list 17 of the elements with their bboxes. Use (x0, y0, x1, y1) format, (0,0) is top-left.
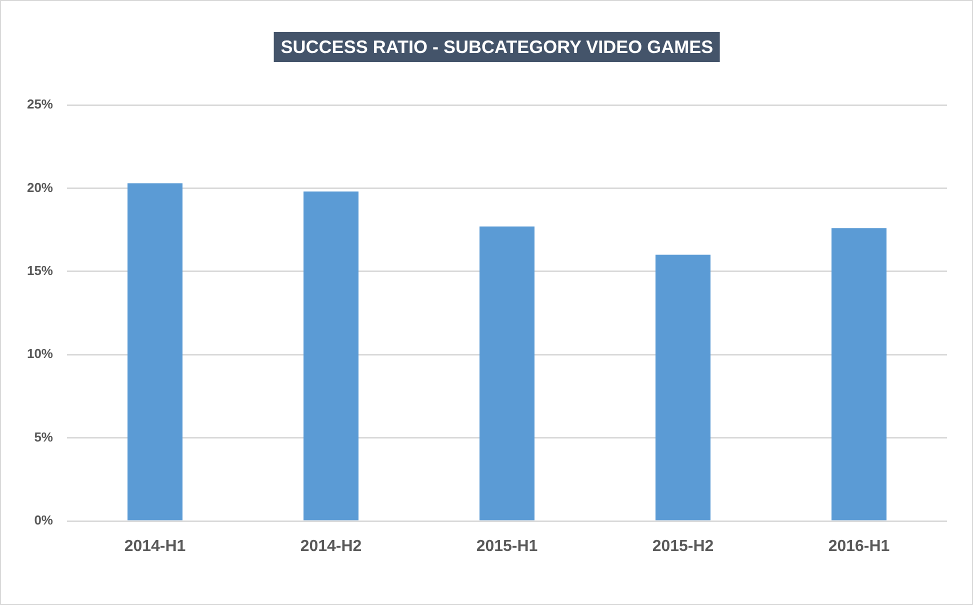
x-tick-label: 2014-H2 (300, 538, 362, 556)
chart-title: SUCCESS RATIO - SUBCATEGORY VIDEO GAMES (274, 32, 720, 62)
x-tick-label: 2015-H2 (652, 538, 714, 556)
y-tick-label: 20% (26, 180, 54, 195)
x-tick-label: 2015-H1 (476, 538, 538, 556)
y-tick-label: 25% (26, 96, 54, 112)
x-tick-label: 2014-H1 (124, 538, 186, 556)
bar (656, 254, 710, 520)
y-tick-label: 5% (34, 429, 54, 444)
bar (128, 183, 182, 520)
bar (832, 228, 886, 520)
x-tick-label: 2016-H1 (828, 538, 890, 556)
y-tick-label: 0% (34, 512, 54, 528)
y-tick-label: 10% (26, 346, 54, 362)
y-tick-label: 15% (26, 262, 54, 278)
bar (480, 226, 534, 520)
bar (304, 192, 358, 520)
